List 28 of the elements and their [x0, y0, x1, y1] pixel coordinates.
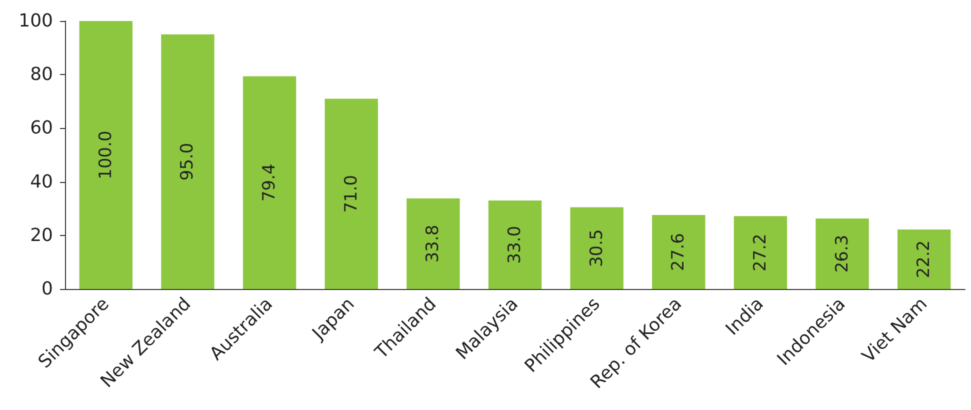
bar [570, 207, 624, 289]
y-tick-label: 0 [42, 278, 53, 300]
y-tick-label: 40 [30, 171, 53, 192]
data-label: 27.6 [668, 233, 689, 271]
y-tick-label: 100 [18, 10, 53, 32]
data-label: 71.0 [341, 174, 362, 213]
bar [79, 21, 132, 289]
data-label: 79.4 [260, 164, 280, 202]
bar [898, 230, 951, 289]
bar [816, 218, 869, 289]
data-label: 22.2 [914, 240, 934, 278]
data-label: 26.3 [832, 234, 852, 273]
bar [734, 216, 788, 289]
data-label: 95.0 [178, 142, 198, 181]
y-tick-label: 60 [30, 118, 53, 139]
data-label: 30.5 [586, 229, 607, 268]
data-label: 33.0 [505, 226, 525, 264]
data-label: 100.0 [96, 130, 116, 180]
bar [161, 34, 214, 289]
data-label: 27.2 [750, 234, 770, 272]
data-label: 33.8 [423, 224, 444, 263]
bar [488, 200, 542, 289]
bar [406, 198, 460, 289]
bar [652, 215, 706, 289]
bar [324, 98, 378, 289]
y-tick-label: 80 [30, 64, 53, 86]
y-tick-label: 20 [30, 224, 53, 246]
bar [242, 76, 296, 289]
